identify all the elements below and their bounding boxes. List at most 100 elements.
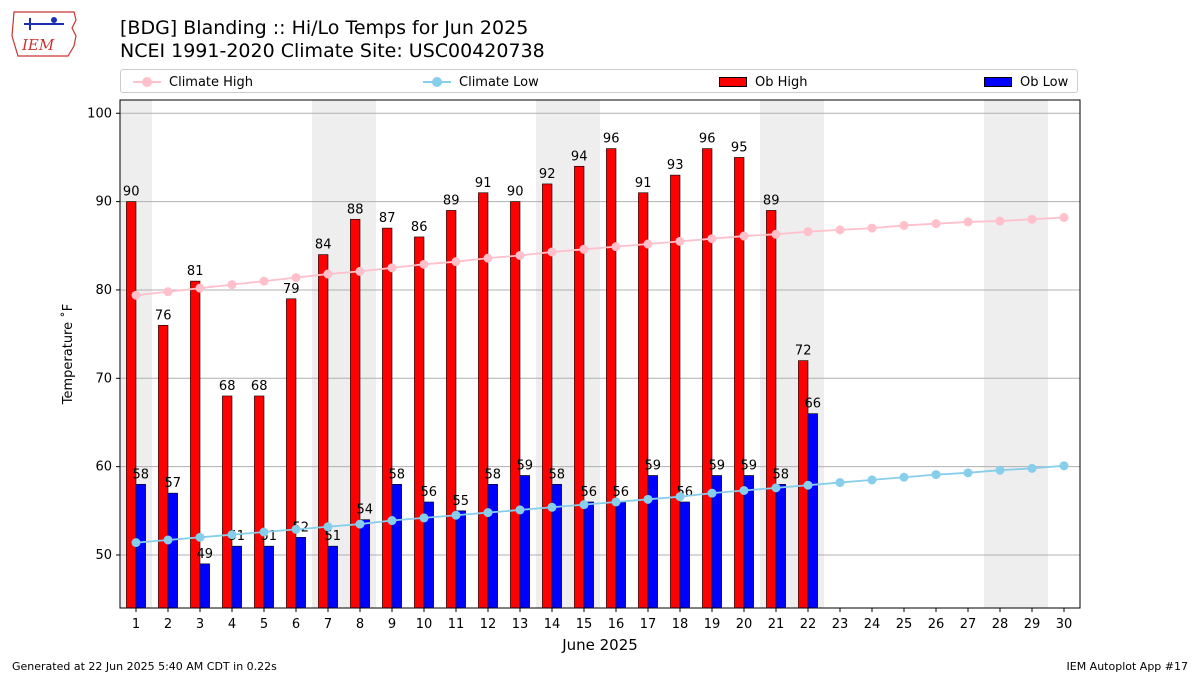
climate-low-point — [899, 472, 909, 482]
climate-low-point — [1027, 463, 1037, 473]
x-tick-label: 19 — [704, 617, 721, 632]
ob-low-bar — [423, 501, 434, 609]
ob-high-bar — [702, 148, 713, 609]
ob-high-bar — [286, 298, 297, 609]
x-tick-label: 22 — [800, 617, 817, 632]
ob-high-bar — [670, 174, 681, 609]
climate-low-line — [135, 464, 1065, 544]
ob-high-label: 91 — [475, 176, 492, 191]
x-tick-label: 15 — [576, 617, 593, 632]
climate-low-point — [387, 516, 397, 526]
x-tick-label: 13 — [512, 617, 529, 632]
ob-low-label: 51 — [229, 529, 246, 544]
climate-low-point — [835, 478, 845, 488]
y-tick-label: 60 — [95, 460, 112, 475]
ob-low-label: 58 — [773, 467, 790, 482]
ob-high-bar — [606, 148, 617, 609]
weekend-band — [120, 100, 152, 608]
climate-high-point — [963, 217, 973, 227]
climate-low-swatch — [423, 75, 451, 89]
ob-low-label: 56 — [677, 485, 694, 500]
legend-item-ob-low: Ob Low — [984, 73, 1068, 91]
ob-high-bar — [638, 192, 649, 609]
ob-high-bar — [734, 157, 745, 609]
ob-low-bar — [711, 475, 722, 609]
weekend-band — [312, 100, 344, 608]
climate-high-point — [163, 287, 173, 297]
x-tick-label: 21 — [768, 617, 785, 632]
climate-high-swatch — [133, 75, 161, 89]
x-tick-label: 10 — [416, 617, 433, 632]
ob-high-bar — [190, 280, 201, 609]
climate-high-point — [579, 244, 589, 254]
plot-frame — [119, 99, 1081, 609]
climate-high-point — [515, 250, 525, 260]
climate-high-point — [739, 231, 749, 241]
climate-high-point — [995, 216, 1005, 226]
climate-low-point — [707, 488, 717, 498]
ob-low-swatch — [984, 77, 1012, 87]
x-tick-label: 17 — [640, 617, 657, 632]
y-tick-label: 50 — [95, 548, 112, 563]
x-tick-label: 7 — [324, 617, 332, 632]
weekend-band — [1016, 100, 1048, 608]
ob-high-bar — [382, 227, 393, 609]
climate-low-point — [451, 510, 461, 520]
climate-low-point — [355, 519, 365, 529]
ob-low-label: 59 — [645, 458, 662, 473]
ob-low-label: 59 — [741, 458, 758, 473]
climate-high-point — [803, 227, 813, 237]
climate-high-point — [227, 280, 237, 290]
climate-low-point — [259, 527, 269, 537]
generated-footer: Generated at 22 Jun 2025 5:40 AM CDT in … — [12, 660, 277, 673]
climate-high-point — [1059, 213, 1069, 223]
climate-high-point — [771, 229, 781, 239]
ob-low-bar — [295, 537, 306, 609]
ob-high-label: 90 — [123, 185, 140, 200]
climate-low-point — [931, 470, 941, 480]
ob-high-bar — [446, 210, 457, 609]
x-tick-label: 29 — [1024, 617, 1041, 632]
y-tick-label: 100 — [87, 106, 112, 121]
ob-high-label: 93 — [667, 158, 684, 173]
ob-high-label: 87 — [379, 211, 396, 226]
climate-high-point — [675, 236, 685, 246]
chart-title: [BDG] Blanding :: Hi/Lo Temps for Jun 20… — [120, 17, 529, 39]
x-axis-title: June 2025 — [561, 636, 638, 654]
climate-low-point — [611, 497, 621, 507]
ob-high-label: 96 — [603, 132, 620, 147]
legend-item-climate-low: Climate Low — [423, 73, 539, 91]
ob-high-label: 79 — [283, 282, 300, 297]
climate-low-point — [515, 505, 525, 515]
climate-low-point — [995, 465, 1005, 475]
legend-item-climate-high: Climate High — [133, 73, 253, 91]
climate-high-point — [483, 253, 493, 263]
ob-high-label: 68 — [251, 379, 268, 394]
ob-high-label: 89 — [443, 193, 460, 208]
ob-low-bar — [807, 413, 818, 609]
x-tick-label: 4 — [228, 617, 236, 632]
climate-low-point — [227, 530, 237, 540]
climate-low-point — [419, 513, 429, 523]
climate-high-point — [387, 263, 397, 273]
x-tick-label: 25 — [896, 617, 913, 632]
ob-low-bar — [551, 484, 562, 609]
climate-low-point — [739, 485, 749, 495]
ob-low-label: 51 — [261, 529, 278, 544]
x-tick-label: 26 — [928, 617, 945, 632]
climate-low-point — [291, 524, 301, 534]
x-tick-label: 18 — [672, 617, 689, 632]
ob-high-label: 89 — [763, 193, 780, 208]
ob-high-bar — [222, 395, 233, 609]
legend: Climate High Climate Low Ob High Ob Low — [120, 69, 1078, 93]
app-footer: IEM Autoplot App #17 — [1066, 660, 1189, 673]
y-tick-label: 80 — [95, 283, 112, 298]
climate-low-point — [579, 500, 589, 510]
ob-high-label: 95 — [731, 140, 748, 155]
climate-high-point — [547, 247, 557, 257]
legend-label-ob-low: Ob Low — [1020, 74, 1069, 90]
x-tick-label: 16 — [608, 617, 625, 632]
climate-high-point — [451, 257, 461, 267]
ob-low-label: 58 — [549, 467, 566, 482]
ob-high-bar — [414, 236, 425, 609]
